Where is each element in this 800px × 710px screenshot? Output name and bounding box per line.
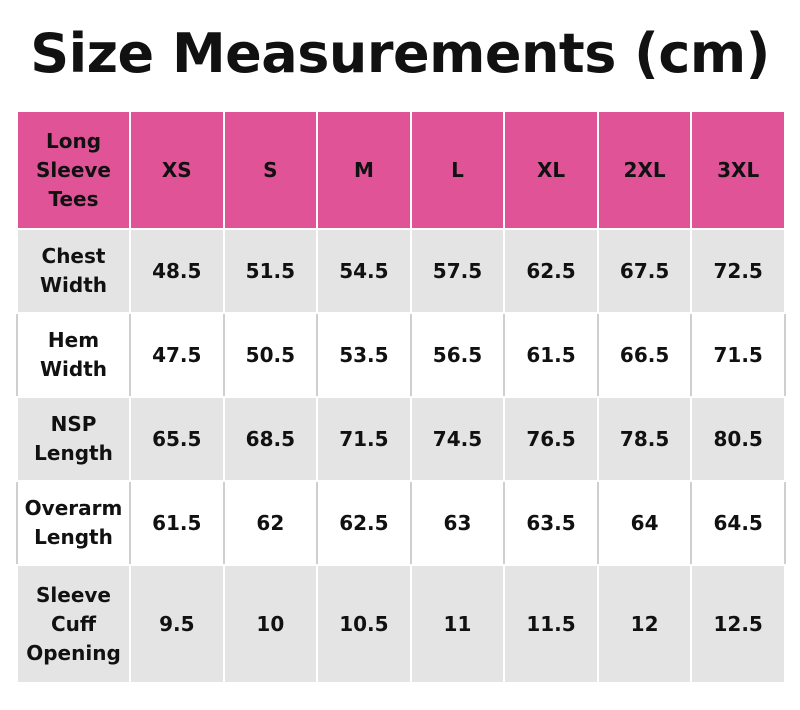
row-label-line: Overarm <box>24 496 123 520</box>
row-label-line: Width <box>39 273 108 297</box>
row-label: Hem Width <box>16 312 131 398</box>
measurement: 62.5 <box>316 480 412 566</box>
row-label-line: Chest <box>41 244 106 268</box>
row-label: Sleeve Cuff Opening <box>16 564 131 684</box>
size-header: 3XL <box>690 110 786 230</box>
measurement: 10.5 <box>316 564 412 684</box>
corner-cell: Long Sleeve Tees <box>16 110 131 230</box>
measurement: 76.5 <box>503 396 599 482</box>
row-label-line: NSP <box>50 412 97 436</box>
row-label-line: Hem <box>47 328 100 352</box>
measurement: 53.5 <box>316 312 412 398</box>
size-table: Long Sleeve Tees XS S M L XL 2XL 3XL Chest Width 48.… <box>16 110 786 684</box>
measurement: 64 <box>596 480 693 566</box>
measurement: 61.5 <box>503 312 599 398</box>
row-label-line: Length <box>34 441 113 465</box>
row-label-line: Sleeve <box>36 582 111 607</box>
measurement: 12 <box>596 564 693 684</box>
row-label-line: Opening <box>26 640 121 665</box>
data-row: Chest Width 48.5 51.5 54.5 57.5 62.5 67.5 72.5 <box>16 228 786 314</box>
measurement: 57.5 <box>409 228 506 314</box>
measurement: 56.5 <box>409 312 506 398</box>
row-label-line: Cuff <box>50 611 97 636</box>
corner-line: Long <box>45 128 102 153</box>
measurement: 62 <box>222 480 319 566</box>
measurement: 12.5 <box>690 564 786 684</box>
row-label: NSP Length <box>16 396 131 482</box>
measurement: 63.5 <box>503 480 599 566</box>
data-row: NSP Length 65.5 68.5 71.5 74.5 76.5 78.5 80.5 <box>16 396 786 482</box>
row-label-line: Width <box>39 357 108 381</box>
measurement: 61.5 <box>129 480 225 566</box>
measurement: 65.5 <box>129 396 225 482</box>
size-header: 2XL <box>596 110 693 230</box>
measurement: 10 <box>222 564 319 684</box>
data-row: Sleeve Cuff Opening 9.5 10 10.5 11 11.5 12 12.5 <box>16 564 786 684</box>
size-header: XL <box>503 110 599 230</box>
corner-line: Tees <box>48 186 99 211</box>
data-row: Overarm Length 61.5 62 62.5 63 63.5 64 64.5 <box>16 480 786 566</box>
row-label: Overarm Length <box>16 480 131 566</box>
row-label-line: Length <box>34 525 113 549</box>
size-header: L <box>409 110 506 230</box>
measurement: 71.5 <box>316 396 412 482</box>
measurement: 62.5 <box>503 228 599 314</box>
measurement: 11.5 <box>503 564 599 684</box>
row-label: Chest Width <box>16 228 131 314</box>
measurement: 74.5 <box>409 396 506 482</box>
measurement: 78.5 <box>596 396 693 482</box>
measurement: 72.5 <box>690 228 786 314</box>
table-body: Long Sleeve Tees XS S M L XL 2XL 3XL Chest Width 48.… <box>16 110 786 684</box>
measurement: 48.5 <box>129 228 225 314</box>
size-header: S <box>222 110 319 230</box>
measurement: 54.5 <box>316 228 412 314</box>
measurement: 63 <box>409 480 506 566</box>
header-row: Long Sleeve Tees XS S M L XL 2XL 3XL <box>16 110 786 230</box>
size-header: XS <box>129 110 225 230</box>
measurement: 50.5 <box>222 312 319 398</box>
measurement: 66.5 <box>596 312 693 398</box>
measurement: 67.5 <box>596 228 693 314</box>
data-row: Hem Width 47.5 50.5 53.5 56.5 61.5 66.5 71.5 <box>16 312 786 398</box>
measurement: 51.5 <box>222 228 319 314</box>
measurement: 64.5 <box>690 480 786 566</box>
measurement: 71.5 <box>690 312 786 398</box>
title: Size Measurements (cm) <box>30 22 770 85</box>
measurement: 11 <box>409 564 506 684</box>
measurement: 9.5 <box>129 564 225 684</box>
measurement: 47.5 <box>129 312 225 398</box>
measurement: 80.5 <box>690 396 786 482</box>
corner-line: Sleeve <box>36 157 111 182</box>
size-header: M <box>316 110 412 230</box>
measurement: 68.5 <box>222 396 319 482</box>
